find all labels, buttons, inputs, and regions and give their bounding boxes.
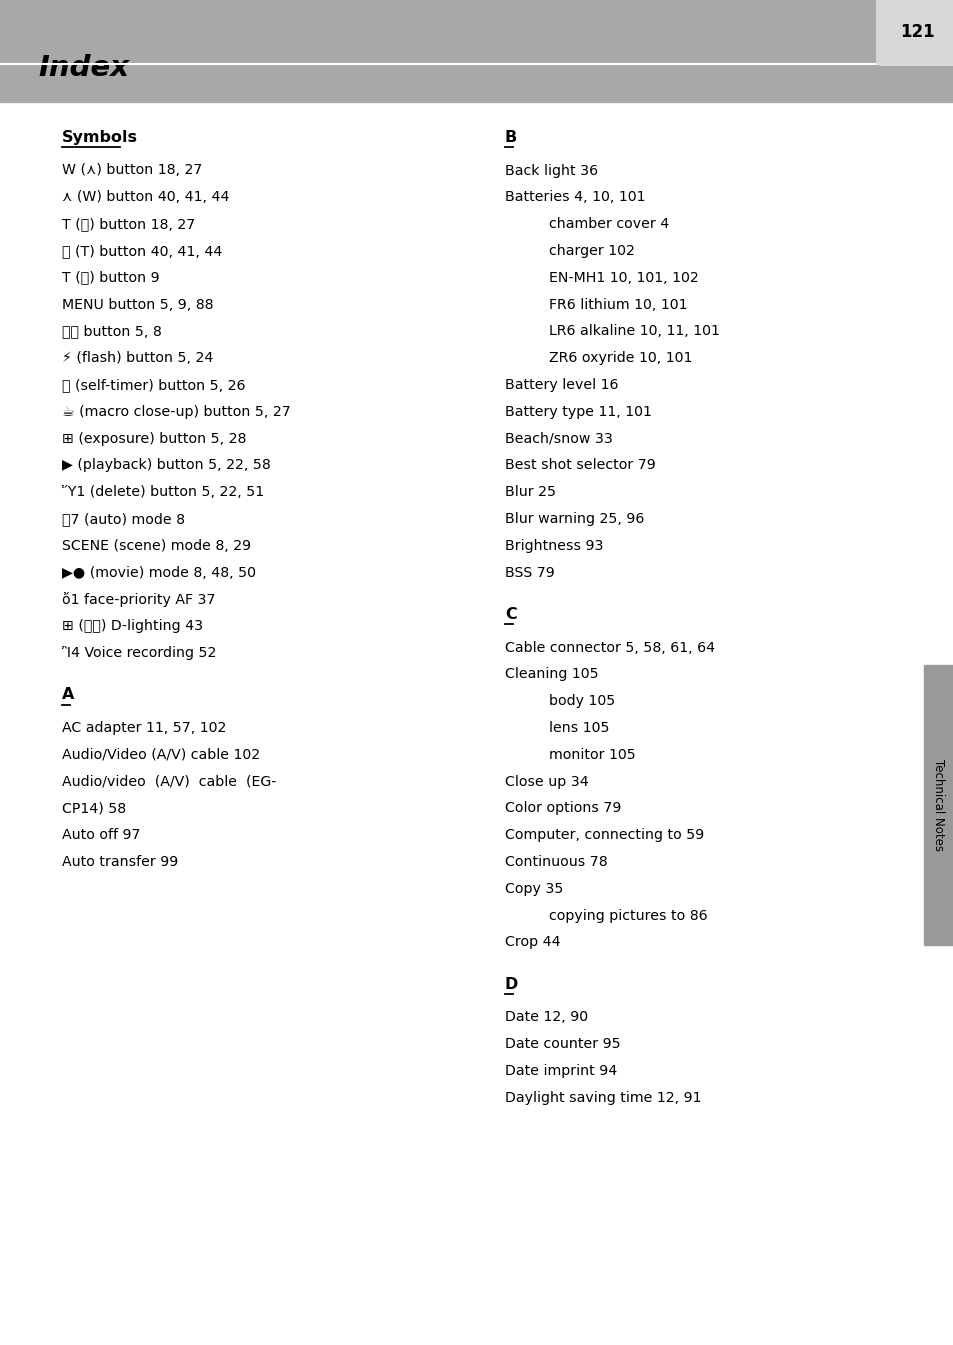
Text: Auto off 97: Auto off 97 xyxy=(62,829,140,842)
Text: Date counter 95: Date counter 95 xyxy=(504,1037,620,1052)
Text: EN-MH1 10, 101, 102: EN-MH1 10, 101, 102 xyxy=(548,270,698,285)
Text: Index: Index xyxy=(38,54,129,82)
Text: Cable connector 5, 58, 61, 64: Cable connector 5, 58, 61, 64 xyxy=(504,640,715,655)
Text: Crop 44: Crop 44 xyxy=(504,935,560,950)
Text: T (❓) button 9: T (❓) button 9 xyxy=(62,270,159,285)
Text: Battery type 11, 101: Battery type 11, 101 xyxy=(504,405,651,418)
Text: ☕ (macro close-up) button 5, 27: ☕ (macro close-up) button 5, 27 xyxy=(62,405,291,418)
Text: SCENE (scene) mode 8, 29: SCENE (scene) mode 8, 29 xyxy=(62,539,251,553)
Text: Batteries 4, 10, 101: Batteries 4, 10, 101 xyxy=(504,190,645,204)
Text: Symbols: Symbols xyxy=(62,130,138,145)
Text: Date imprint 94: Date imprint 94 xyxy=(504,1064,617,1077)
Text: Technical Notes: Technical Notes xyxy=(931,759,944,851)
Text: Ὕ1 (delete) button 5, 22, 51: Ὕ1 (delete) button 5, 22, 51 xyxy=(62,486,264,499)
Text: Continuous 78: Continuous 78 xyxy=(504,855,607,869)
Text: ⌛ (self-timer) button 5, 26: ⌛ (self-timer) button 5, 26 xyxy=(62,378,245,391)
Text: Best shot selector 79: Best shot selector 79 xyxy=(504,459,655,472)
Text: body 105: body 105 xyxy=(548,694,615,707)
Text: lens 105: lens 105 xyxy=(548,721,609,734)
Text: Audio/Video (A/V) cable 102: Audio/Video (A/V) cable 102 xyxy=(62,748,260,761)
Text: ὄ1 face-priority AF 37: ὄ1 face-priority AF 37 xyxy=(62,592,215,607)
Text: C: C xyxy=(504,607,517,621)
Text: LR6 alkaline 10, 11, 101: LR6 alkaline 10, 11, 101 xyxy=(548,324,720,339)
Text: D: D xyxy=(504,976,517,991)
Text: Auto transfer 99: Auto transfer 99 xyxy=(62,855,178,869)
Text: MENU button 5, 9, 88: MENU button 5, 9, 88 xyxy=(62,297,213,312)
Text: Brightness 93: Brightness 93 xyxy=(504,539,603,553)
Text: ZR6 oxyride 10, 101: ZR6 oxyride 10, 101 xyxy=(548,351,692,364)
Text: monitor 105: monitor 105 xyxy=(548,748,635,761)
Text: FR6 lithium 10, 101: FR6 lithium 10, 101 xyxy=(548,297,687,312)
Text: Blur warning 25, 96: Blur warning 25, 96 xyxy=(504,512,643,526)
Text: B: B xyxy=(504,130,517,145)
Text: ὏7 (auto) mode 8: ὏7 (auto) mode 8 xyxy=(62,512,185,526)
Text: ⚡ (flash) button 5, 24: ⚡ (flash) button 5, 24 xyxy=(62,351,213,364)
Text: ▶● (movie) mode 8, 48, 50: ▶● (movie) mode 8, 48, 50 xyxy=(62,565,255,580)
Text: Beach/snow 33: Beach/snow 33 xyxy=(504,432,612,445)
Text: charger 102: charger 102 xyxy=(548,243,634,258)
Text: Close up 34: Close up 34 xyxy=(504,775,588,788)
Text: BSS 79: BSS 79 xyxy=(504,565,554,580)
Bar xyxy=(923,664,953,946)
Text: Color options 79: Color options 79 xyxy=(504,802,620,815)
Text: Blur 25: Blur 25 xyxy=(504,486,556,499)
Text: Computer, connecting to 59: Computer, connecting to 59 xyxy=(504,829,703,842)
Text: Audio/video  (A/V)  cable  (EG-: Audio/video (A/V) cable (EG- xyxy=(62,775,276,788)
Text: AC adapter 11, 57, 102: AC adapter 11, 57, 102 xyxy=(62,721,226,734)
Text: chamber cover 4: chamber cover 4 xyxy=(548,217,669,231)
Text: A: A xyxy=(62,687,74,702)
Text: copying pictures to 86: copying pictures to 86 xyxy=(548,908,707,923)
Text: Battery level 16: Battery level 16 xyxy=(504,378,618,391)
Text: CP14) 58: CP14) 58 xyxy=(62,802,126,815)
Text: ⋏ (W) button 40, 41, 44: ⋏ (W) button 40, 41, 44 xyxy=(62,190,230,204)
Text: ⊞ (ⓈⓀ) D-lighting 43: ⊞ (ⓈⓀ) D-lighting 43 xyxy=(62,619,203,633)
Text: W (⋏) button 18, 27: W (⋏) button 18, 27 xyxy=(62,164,202,178)
Text: ▶ (playback) button 5, 22, 58: ▶ (playback) button 5, 22, 58 xyxy=(62,459,271,472)
Text: 121: 121 xyxy=(900,23,934,40)
Text: Back light 36: Back light 36 xyxy=(504,164,598,178)
Text: ⓈⓀ button 5, 8: ⓈⓀ button 5, 8 xyxy=(62,324,162,339)
Text: Ⓣ (T) button 40, 41, 44: Ⓣ (T) button 40, 41, 44 xyxy=(62,243,222,258)
Text: Copy 35: Copy 35 xyxy=(504,882,563,896)
Bar xyxy=(0,0,953,102)
Text: Date 12, 90: Date 12, 90 xyxy=(504,1010,587,1025)
Text: Cleaning 105: Cleaning 105 xyxy=(504,667,598,682)
Text: Daylight saving time 12, 91: Daylight saving time 12, 91 xyxy=(504,1091,700,1104)
FancyBboxPatch shape xyxy=(875,0,953,66)
Text: Ἲ4 Voice recording 52: Ἲ4 Voice recording 52 xyxy=(62,646,216,660)
Text: ⊞ (exposure) button 5, 28: ⊞ (exposure) button 5, 28 xyxy=(62,432,246,445)
Text: T (Ⓣ) button 18, 27: T (Ⓣ) button 18, 27 xyxy=(62,217,195,231)
